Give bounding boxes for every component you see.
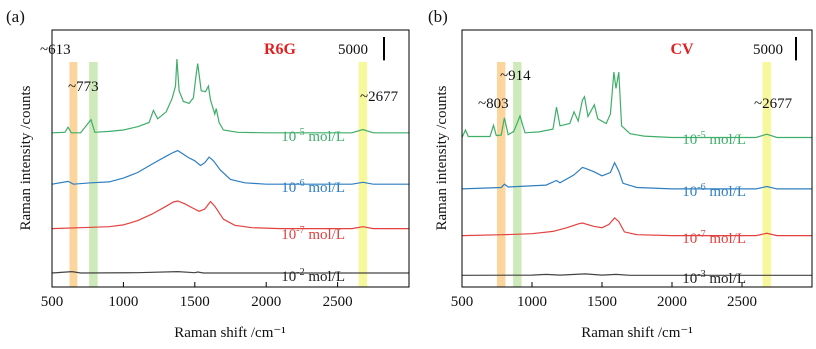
- series-line-3: [461, 273, 812, 276]
- x-tick-label-0: 500: [41, 294, 64, 310]
- highlight-band-1: [89, 62, 98, 287]
- highlight-band-2: [762, 62, 771, 287]
- series-line-2: [51, 200, 409, 230]
- series-line-1: [461, 161, 812, 190]
- panel-b-peak-labels: ~803 ~914 ~2677: [478, 68, 793, 112]
- x-tick-label-2: 1500: [180, 294, 210, 310]
- peak-label-1: ~773: [68, 79, 99, 95]
- panel-b-series-labels: 10-5 mol/L 10-6 mol/L 10-7 mol/L 10-3 mol/L: [682, 130, 746, 287]
- x-tick-label-0: 500: [451, 294, 474, 310]
- peak-label-2: ~2677: [360, 89, 399, 105]
- panel-a-scale-bar-label: 5000: [338, 42, 368, 58]
- series-line-1: [51, 149, 409, 185]
- series-label-0: 10-5 mol/L: [682, 130, 746, 148]
- series-line-0: [461, 71, 812, 139]
- panel-a-x-ticks: 500 1000 1500 2000 2500: [41, 282, 353, 310]
- panel-b-label: (b): [428, 7, 448, 26]
- highlight-band-0: [69, 62, 78, 287]
- panel-a-series: [51, 58, 409, 274]
- panel-b-scale-bar-label: 5000: [753, 42, 783, 58]
- panel-a-frame: [51, 29, 410, 288]
- peak-label-0: ~803: [478, 96, 509, 112]
- peak-label-1: ~914: [500, 68, 531, 84]
- highlight-band-1: [513, 62, 522, 287]
- series-label-3: 10-2 mol/L: [281, 267, 345, 285]
- series-label-2: 10-7 mol/L: [682, 229, 746, 247]
- series-line-2: [461, 216, 812, 237]
- panel-b-highlights: [497, 62, 771, 287]
- panel-a-x-axis-label: Raman shift /cm⁻¹: [174, 325, 286, 341]
- panel-b-y-axis-label: Raman intensity /counts: [434, 85, 450, 230]
- series-label-3: 10-3 mol/L: [682, 269, 746, 287]
- panel-b-x-ticks: 500 1000 1500 2000 2500: [451, 282, 757, 310]
- panel-b-series: [461, 71, 812, 276]
- x-tick-label-3: 2000: [251, 294, 281, 310]
- panel-b-x-axis-label: Raman shift /cm⁻¹: [581, 325, 693, 341]
- panel-a-label: (a): [6, 7, 25, 26]
- panel-a-highlights: [69, 62, 368, 287]
- series-label-1: 10-6 mol/L: [281, 178, 345, 196]
- x-tick-label-4: 2500: [727, 294, 757, 310]
- highlight-band-2: [358, 62, 368, 287]
- x-tick-label-4: 2500: [323, 294, 353, 310]
- series-label-0: 10-5 mol/L: [281, 127, 345, 145]
- x-tick-label-2: 1500: [587, 294, 617, 310]
- panel-a-peak-labels: ~613 ~773 ~2677: [40, 42, 399, 105]
- panel-a-series-labels: 10-5 mol/L 10-6 mol/L 10-7 mol/L 10-2 mol/L: [281, 127, 345, 285]
- highlight-band-0: [497, 62, 506, 287]
- panel-b-frame: [461, 29, 813, 288]
- series-label-1: 10-6 mol/L: [682, 182, 746, 200]
- series-line-0: [51, 58, 409, 134]
- panel-a-sample-label: R6G: [264, 41, 297, 58]
- x-tick-label-1: 1000: [517, 294, 547, 310]
- x-tick-label-3: 2000: [657, 294, 687, 310]
- peak-label-0: ~613: [40, 42, 71, 58]
- series-line-3: [51, 270, 409, 274]
- panel-b: (b) 500 1000 1500 2000 2500 ~803 ~914 ~2677 10…: [428, 7, 813, 341]
- panel-a: (a) 500 1000 1500 2000 2500 ~613 ~773 ~2677 10…: [6, 7, 410, 341]
- x-tick-label-1: 1000: [108, 294, 138, 310]
- panel-b-sample-label: CV: [670, 41, 694, 58]
- panel-a-y-axis-label: Raman intensity /counts: [18, 85, 34, 230]
- peak-label-2: ~2677: [754, 96, 793, 112]
- series-label-2: 10-7 mol/L: [281, 225, 345, 243]
